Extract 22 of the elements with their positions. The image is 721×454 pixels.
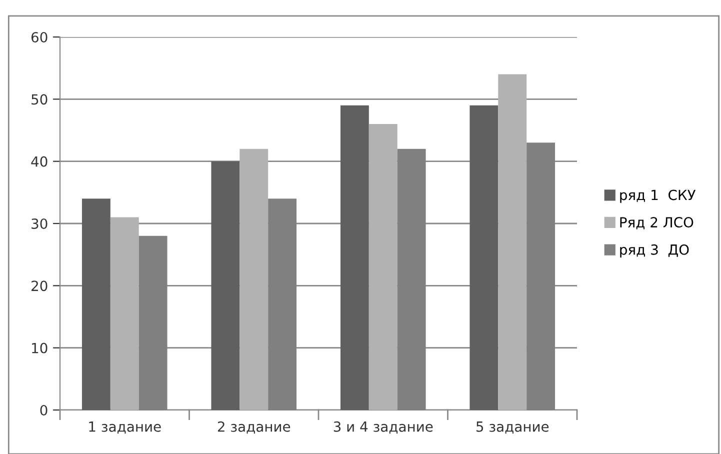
bar xyxy=(82,198,110,410)
bar xyxy=(470,105,498,410)
x-tick-label: 2 задание xyxy=(218,421,290,434)
x-tick-label: 5 задание xyxy=(476,422,549,434)
legend-label: Ряд 2 ЛСО xyxy=(620,217,694,230)
legend-label: ряд 3 ДО xyxy=(620,244,689,258)
y-tick-label: 10 xyxy=(32,342,48,354)
legend-label: ряд 1 СКУ xyxy=(620,190,696,203)
y-tick-label: 0 xyxy=(40,404,48,416)
x-tick-label: 3 и 4 задание xyxy=(334,421,433,434)
bar xyxy=(340,105,369,410)
bar xyxy=(498,74,527,410)
bar xyxy=(211,161,240,410)
y-tick-label: 50 xyxy=(32,94,48,105)
bar xyxy=(240,148,268,410)
y-tick-label: 60 xyxy=(31,32,48,42)
bar xyxy=(368,124,398,410)
x-tick-label: 1 задание xyxy=(89,422,161,434)
y-tick-label: 30 xyxy=(32,218,48,229)
y-tick-label: 40 xyxy=(31,156,48,167)
bar xyxy=(110,217,139,410)
y-tick-label: 20 xyxy=(32,280,48,292)
